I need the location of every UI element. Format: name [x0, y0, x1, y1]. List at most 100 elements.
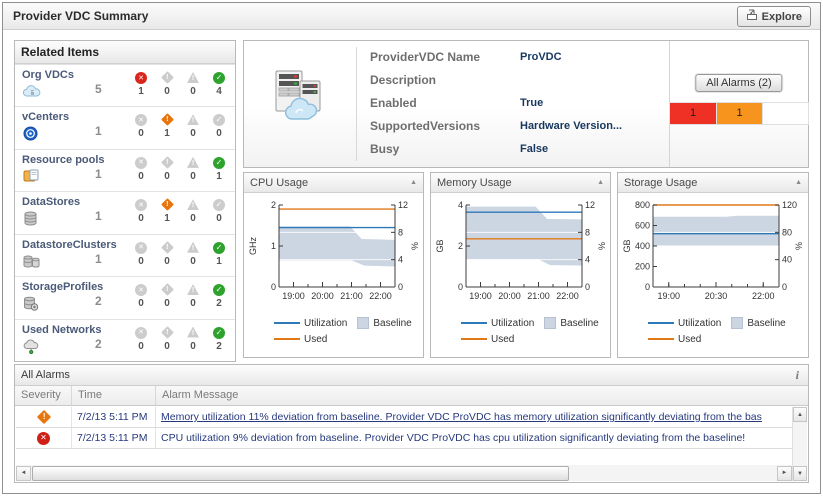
normal-count: 4: [216, 86, 222, 97]
normal-count: 1: [216, 170, 222, 182]
used-line-swatch: [274, 338, 300, 340]
related-item-count: 1: [95, 251, 102, 266]
warning-alarm-badge[interactable]: [762, 103, 808, 124]
related-item-org-vdcs[interactable]: Org VDCs 5 1 0 0 4: [15, 64, 235, 106]
warning-count: 0: [190, 255, 196, 267]
alarm-row[interactable]: 7/2/13 5:11 PM Memory utilization 11% de…: [16, 407, 792, 428]
page-title: Provider VDC Summary: [13, 9, 149, 23]
related-item-storage-profiles[interactable]: StorageProfiles 2 0 0 0 2: [15, 276, 235, 318]
scroll-down-icon[interactable]: ▼: [793, 466, 807, 481]
scrollbar-thumb[interactable]: [32, 465, 570, 481]
svg-text:40: 40: [782, 255, 792, 265]
provider-vdc-server-cloud-icon: [266, 67, 328, 130]
severity-cell: [16, 407, 72, 427]
collapse-icon[interactable]: ▲: [795, 179, 802, 186]
network-cloud-icon: [23, 339, 41, 355]
svg-text:200: 200: [635, 262, 650, 272]
svg-text:400: 400: [635, 241, 650, 251]
svg-text:%: %: [597, 242, 607, 250]
svg-text:0: 0: [782, 282, 787, 292]
field-value: [520, 73, 622, 90]
chart-title: CPU Usage: [250, 176, 309, 189]
svg-text:20:00: 20:00: [498, 291, 521, 301]
related-item-datastores[interactable]: DataStores 1 0 1 0 0: [15, 191, 235, 233]
warning-status-icon: [187, 241, 199, 253]
related-item-vcenters[interactable]: vCenters 1 0 1 0 0: [15, 106, 235, 148]
svg-text:600: 600: [635, 221, 650, 231]
svg-text:80: 80: [782, 227, 792, 237]
related-item-label: vCenters: [22, 111, 70, 124]
svg-text:0: 0: [398, 282, 403, 292]
explore-button[interactable]: Explore: [736, 6, 811, 27]
baseline-swatch: [731, 317, 744, 329]
normal-status-icon: [213, 284, 225, 297]
used-line-swatch: [648, 338, 674, 340]
warning-status-icon: [187, 72, 199, 83]
warning-status-icon: [187, 114, 199, 126]
fatal-alarm-badge[interactable]: 1: [670, 103, 716, 124]
legend-label: Utilization: [304, 317, 348, 329]
utilization-line-swatch: [461, 322, 487, 324]
all-alarms-button[interactable]: All Alarms (2): [695, 74, 783, 92]
related-item-used-networks[interactable]: Used Networks 2 0 0 0 2: [15, 318, 235, 361]
horizontal-scrollbar[interactable]: ◄ ►: [16, 465, 792, 481]
critical-count: 0: [164, 170, 170, 182]
legend-label: Baseline: [560, 317, 599, 329]
critical-status-icon: [160, 240, 174, 254]
critical-count: 1: [164, 128, 170, 140]
legend-label: Used: [491, 333, 515, 345]
legend-label: Used: [678, 333, 702, 345]
status-summary: 0 1 0 0: [128, 198, 232, 224]
alarm-row[interactable]: 7/2/13 5:11 PM CPU utilization 9% deviat…: [16, 428, 792, 449]
related-items-panel: Related Items Org VDCs 5 1 0 0 4 vCenter…: [14, 40, 236, 362]
warning-count: 0: [190, 170, 196, 182]
svg-text:GB: GB: [622, 239, 632, 252]
status-summary: 0 0 0 1: [128, 240, 232, 267]
related-item-resource-pools[interactable]: Resource pools 1 0 0 0 1: [15, 148, 235, 191]
alarm-message-link[interactable]: Memory utilization 11% deviation from ba…: [161, 411, 762, 423]
svg-text:120: 120: [782, 200, 797, 210]
field-label: ProviderVDC Name: [370, 50, 481, 64]
info-icon[interactable]: i: [795, 367, 799, 382]
normal-status-icon: [213, 72, 225, 84]
related-item-count: 1: [95, 166, 102, 181]
critical-alarm-badge[interactable]: 1: [716, 103, 762, 124]
critical-severity-icon: [36, 409, 51, 425]
svg-text:19:00: 19:00: [657, 291, 680, 301]
utilization-line-swatch: [274, 322, 300, 324]
fatal-status-icon: [135, 156, 147, 169]
legend-label: Baseline: [747, 317, 786, 329]
scroll-right-icon[interactable]: ►: [777, 465, 792, 481]
svg-text:800: 800: [635, 200, 650, 210]
warning-status-icon: [187, 199, 199, 211]
fatal-status-icon: [135, 199, 147, 212]
cpu-usage-header: CPU Usage ▲: [244, 173, 423, 193]
scroll-up-icon[interactable]: ▲: [793, 407, 807, 422]
storage-profile-icon: [23, 296, 41, 312]
storage-usage-panel: Storage Usage ▲ 0 200 400 600 800 0 40 80 120 19:…: [617, 172, 809, 358]
svg-text:21:00: 21:00: [340, 291, 363, 301]
alarm-table-header: Severity Time Alarm Message: [15, 386, 808, 406]
time-cell: 7/2/13 5:11 PM: [72, 428, 156, 448]
legend-label: Baseline: [373, 317, 412, 329]
related-item-label: Org VDCs: [22, 69, 74, 81]
svg-text:%: %: [410, 242, 420, 250]
fatal-count: 0: [138, 340, 144, 352]
normal-status-icon: [213, 199, 225, 212]
svg-text:4: 4: [398, 255, 403, 265]
svg-text:22:00: 22:00: [752, 291, 775, 301]
alarm-message-link[interactable]: CPU utilization 9% deviation from baseli…: [161, 432, 746, 444]
scrollbar-track[interactable]: [31, 465, 777, 481]
related-item-datastore-clusters[interactable]: DatastoreClusters 1 0 0 0 1: [15, 233, 235, 276]
scroll-left-icon[interactable]: ◄: [16, 465, 31, 481]
svg-text:20:00: 20:00: [311, 291, 334, 301]
all-alarms-panel: All Alarms i Severity Time Alarm Message…: [14, 364, 809, 483]
svg-text:0: 0: [457, 282, 462, 292]
related-item-count: 1: [95, 209, 102, 224]
related-item-label: StorageProfiles: [22, 281, 104, 294]
collapse-icon[interactable]: ▲: [410, 179, 417, 186]
vertical-scrollbar[interactable]: ▲ ▼: [792, 407, 807, 481]
related-item-count: 1: [95, 124, 102, 139]
normal-count: 2: [216, 298, 222, 310]
collapse-icon[interactable]: ▲: [597, 179, 604, 186]
